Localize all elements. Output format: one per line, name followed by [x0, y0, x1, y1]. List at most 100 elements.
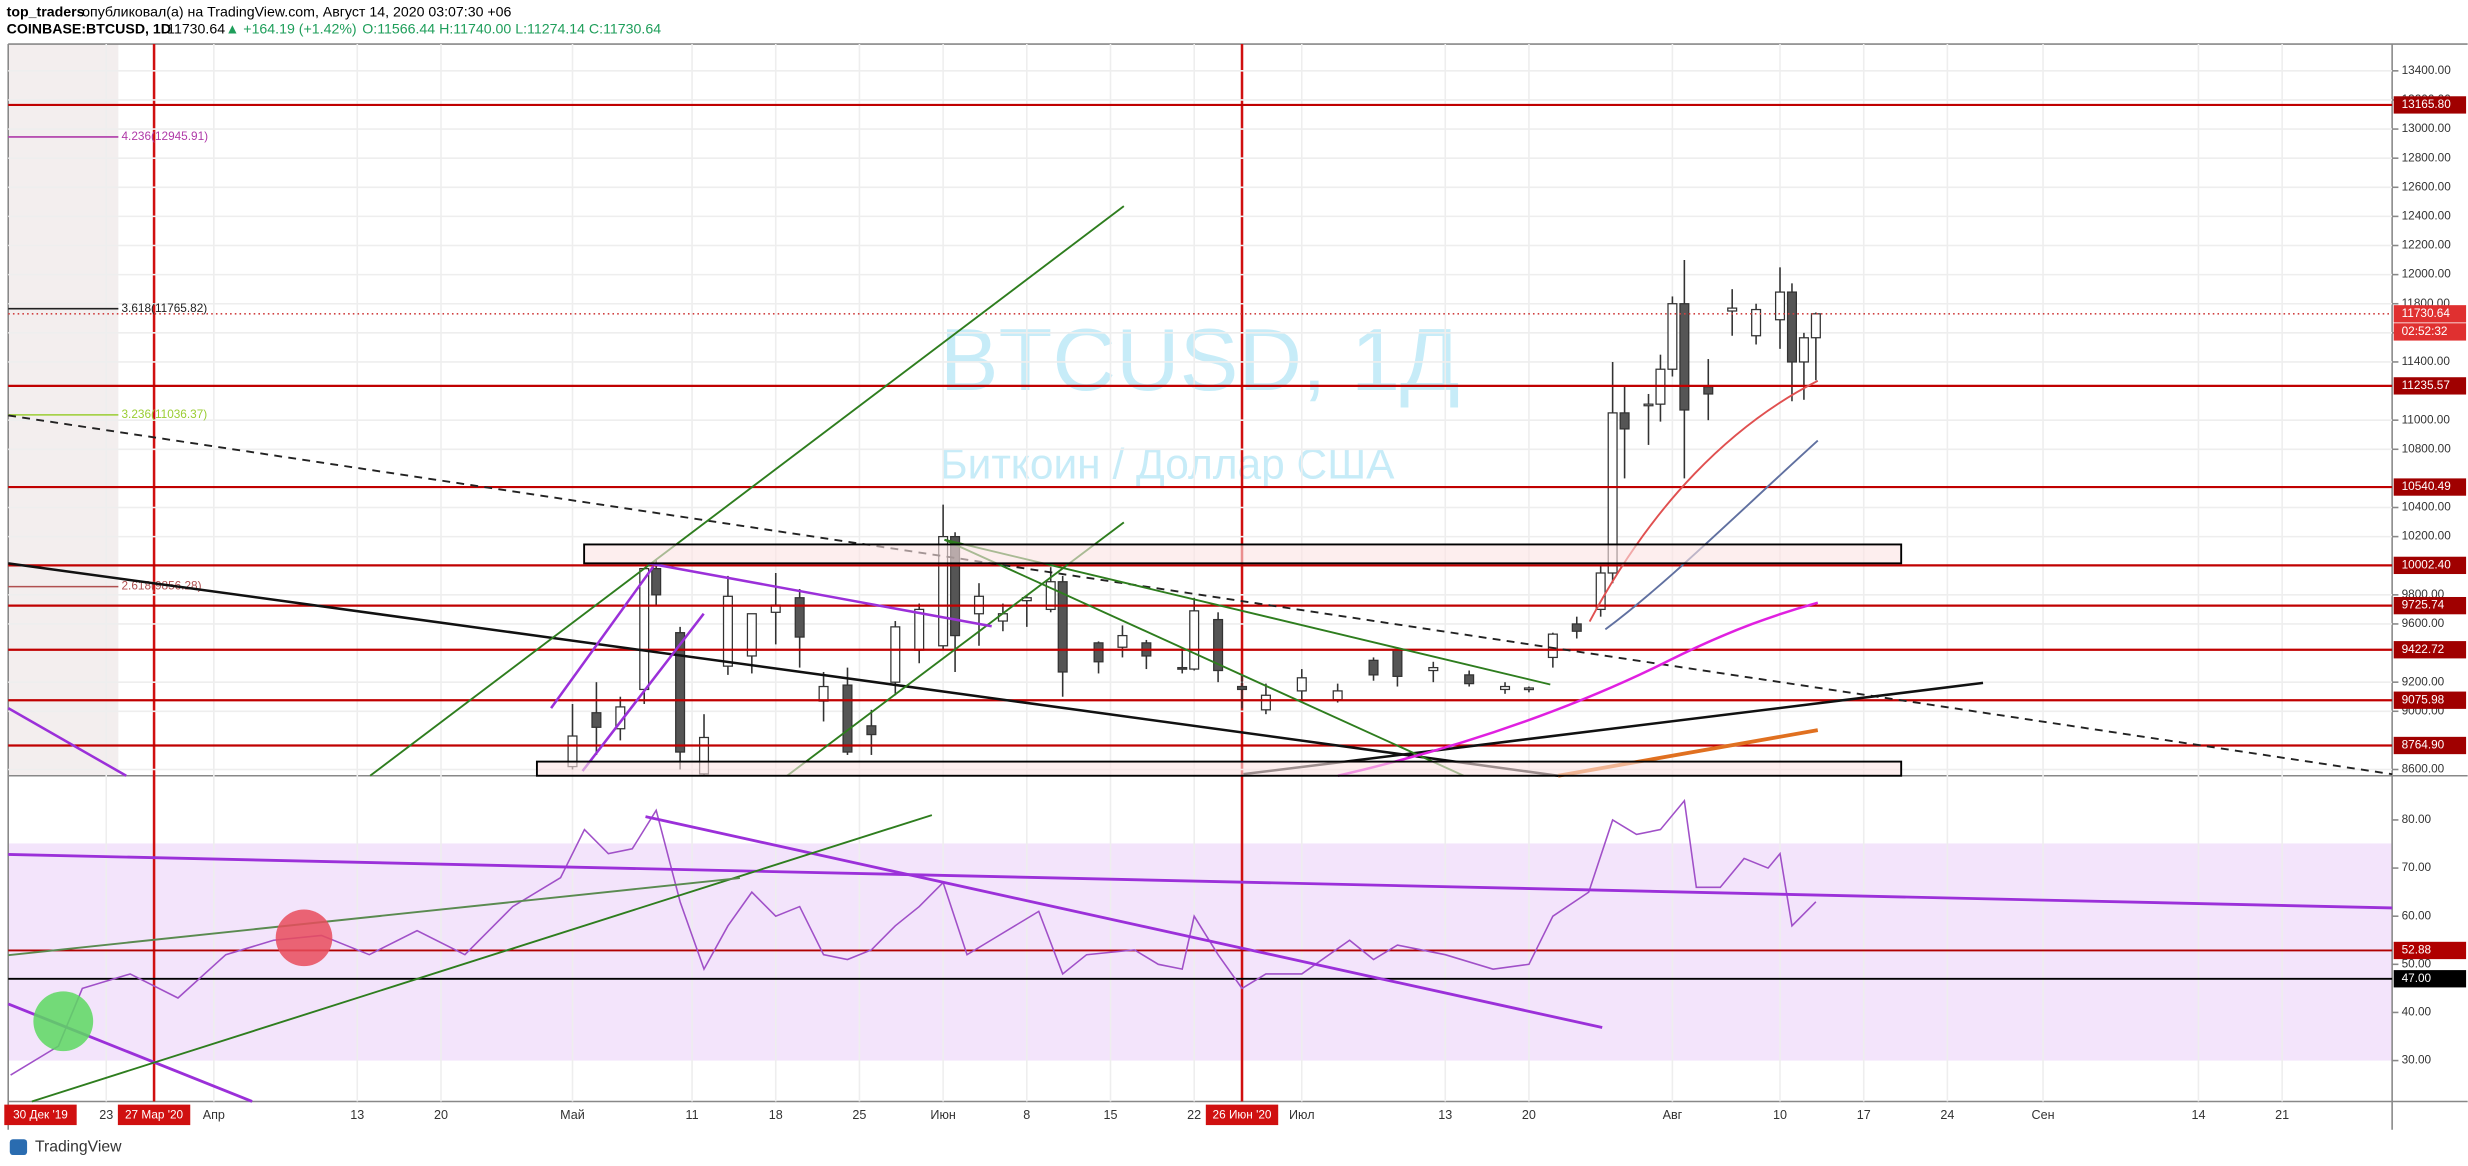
candle-body	[1093, 642, 1104, 663]
x-tick-label: 8	[1023, 1108, 1030, 1122]
channel-line	[581, 612, 705, 772]
x-tick-label: Апр	[203, 1108, 225, 1122]
y-tick-label: 12400.00	[2402, 209, 2452, 223]
channel-line	[550, 565, 655, 709]
zone-box	[535, 760, 1903, 777]
price-label-box	[2393, 691, 2467, 709]
fib-label: 3.618(11765.82)	[122, 301, 208, 315]
candle-body	[591, 712, 602, 728]
marker-label-box	[1205, 1104, 1279, 1126]
countdown-box	[2393, 323, 2467, 341]
candle-body	[914, 608, 925, 651]
x-tick-label: Июн	[930, 1108, 955, 1122]
y-tick-label: 12600.00	[2402, 179, 2452, 193]
rsi-band	[8, 843, 2393, 1061]
trend-line	[8, 414, 2393, 776]
candle-body	[1607, 412, 1618, 574]
x-tick-label: 13	[350, 1108, 364, 1122]
candle-body	[1679, 303, 1690, 411]
candle-body	[1332, 690, 1343, 701]
y-tick-label: 80.00	[2402, 812, 2432, 826]
moving-average	[1337, 601, 1819, 777]
y-tick-label: 50.00	[2402, 956, 2432, 970]
brand-logo	[9, 1139, 28, 1155]
change: ▲ +164.19 (+1.42%)	[225, 22, 356, 38]
x-tick-label: 14	[2191, 1108, 2205, 1122]
y-tick-label: 11000.00	[2402, 412, 2451, 426]
candle-body	[1392, 649, 1403, 677]
price-label-box	[2393, 970, 2467, 988]
highlight-circle	[275, 909, 333, 967]
rsi-trend-line	[8, 877, 741, 957]
candle-body	[1189, 610, 1200, 670]
x-tick-label: 22	[1187, 1108, 1201, 1122]
candle-body	[1774, 291, 1786, 321]
published: опубликовал(а) на TradingView.com, Авгус…	[82, 4, 511, 20]
candle-body	[1786, 291, 1798, 363]
candle-body	[818, 685, 829, 702]
rsi-trend-line	[8, 853, 2393, 910]
y-tick-label: 8764.90	[2402, 738, 2445, 752]
x-tick-label: 15	[1104, 1108, 1118, 1122]
candle-body	[1810, 313, 1821, 339]
trend-line	[786, 521, 1125, 777]
candle-body	[1464, 674, 1475, 685]
y-tick-label: 12000.00	[2402, 267, 2452, 281]
x-tick-label: 11	[686, 1108, 699, 1122]
x-tick-label: 20	[434, 1108, 448, 1122]
candle-body	[746, 613, 757, 657]
x-tick-label: Май	[560, 1108, 585, 1122]
candle-body	[675, 632, 686, 753]
y-tick-label: 9422.72	[2402, 642, 2445, 656]
price-label-box	[2393, 556, 2467, 575]
candle-body	[890, 626, 901, 683]
y-tick-label: 10800.00	[2402, 441, 2452, 455]
candle-body	[1798, 337, 1809, 363]
price-label-box	[2393, 305, 2467, 323]
x-tick-label: 21	[2275, 1108, 2289, 1122]
y-tick-label: 9200.00	[2402, 674, 2445, 688]
candle-body	[1428, 666, 1439, 672]
candle-body	[1571, 623, 1582, 632]
price-label-box	[2393, 478, 2467, 496]
rsi-trend-line	[645, 815, 1603, 1029]
y-tick-label: 13000.00	[2402, 121, 2452, 135]
candle-body	[1213, 618, 1224, 672]
marker-label-box	[117, 1104, 191, 1126]
trend-line	[944, 538, 1465, 777]
candle-body	[1177, 666, 1188, 670]
price-label-box	[2393, 736, 2467, 755]
brand: TradingView	[35, 1138, 122, 1155]
candle-body	[1499, 685, 1511, 691]
y-tick-label: 30.00	[2402, 1053, 2432, 1067]
y-tick-label: 60.00	[2402, 908, 2432, 922]
y-tick-label: 11235.57	[2402, 378, 2450, 392]
y-tick-label: 9600.00	[2402, 616, 2445, 630]
candle-body	[1236, 685, 1248, 691]
candle-body	[866, 725, 877, 736]
candle-body	[1727, 307, 1738, 312]
price-label-box	[2393, 377, 2467, 395]
y-tick-label: 10200.00	[2402, 529, 2452, 543]
candle-body	[938, 535, 949, 647]
rsi-trend-line	[31, 814, 933, 1103]
y-tick-label: 10400.00	[2402, 500, 2452, 514]
x-tick-label: 10	[1773, 1108, 1787, 1122]
y-tick-label: 9725.74	[2402, 598, 2445, 612]
candle-body	[1045, 581, 1056, 611]
countdown: 02:52:32	[2402, 324, 2448, 338]
x-tick-label: 24	[1940, 1108, 1954, 1122]
x-tick-label: 17	[1857, 1108, 1871, 1122]
trend-line	[1243, 681, 1984, 776]
last-price: 11730.64	[167, 22, 225, 38]
y-tick-label: 12200.00	[2402, 238, 2452, 252]
candle-body	[1368, 659, 1379, 676]
marker-label: 26 Июн '20	[1213, 1108, 1272, 1122]
x-tick-label: Июл	[1289, 1108, 1315, 1122]
fib-label: 4.236(12945.91)	[122, 129, 209, 143]
y-tick-label: 9075.98	[2402, 692, 2445, 706]
candle-body	[639, 568, 650, 691]
price-label-box	[2393, 96, 2467, 114]
rsi-line	[10, 798, 1817, 1076]
symbol: COINBASE:BTCUSD, 1D	[7, 22, 171, 38]
